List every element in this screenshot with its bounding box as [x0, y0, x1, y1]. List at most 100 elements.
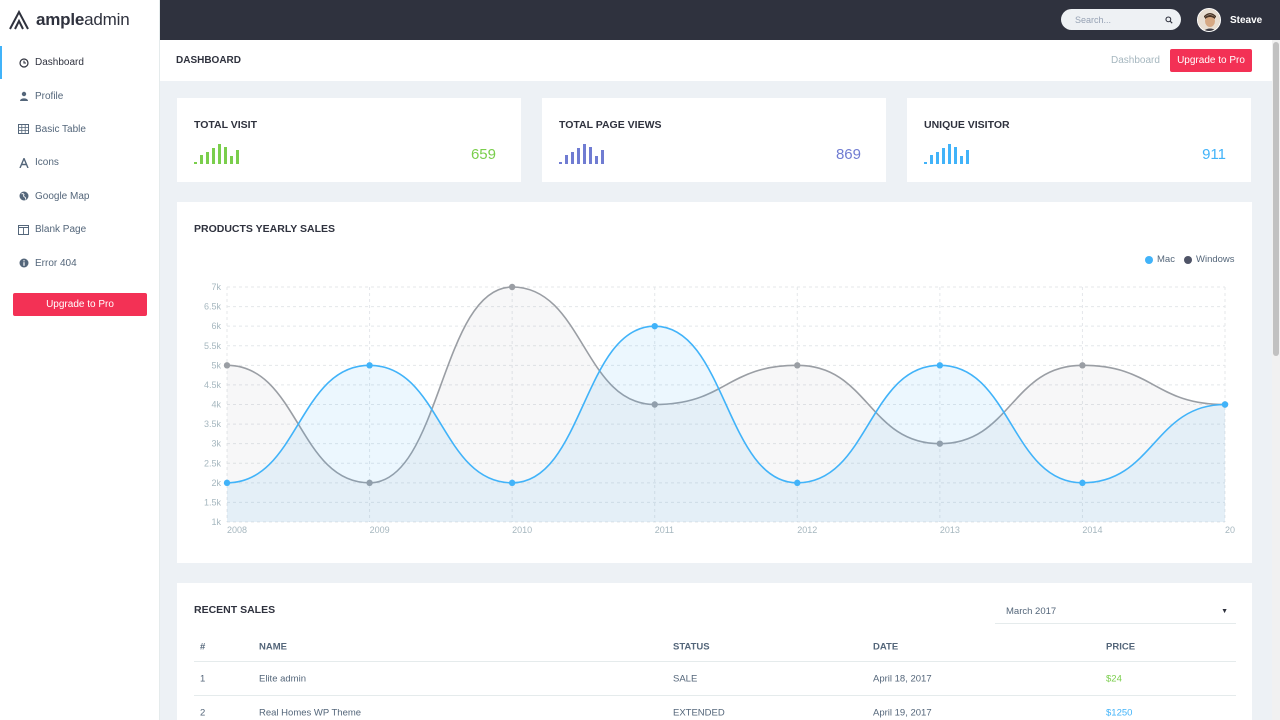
data-point-windows — [794, 362, 801, 369]
month-select[interactable]: March 2017 ▼ — [995, 600, 1236, 624]
data-point-windows — [651, 401, 658, 408]
table-row[interactable]: 1 Elite admin SALE April 18, 2017 $24 — [194, 662, 1236, 696]
topbar: Steave — [160, 0, 1280, 40]
legend-windows[interactable]: Windows — [1184, 254, 1235, 265]
sparkline-bar — [942, 148, 945, 164]
sparkline-bar — [924, 162, 927, 164]
page-scrollbar[interactable] — [1272, 40, 1280, 720]
y-tick-label: 5k — [211, 360, 221, 370]
series-line-mac — [226, 325, 1226, 484]
user-menu[interactable]: Steave — [1197, 8, 1262, 32]
sparkline-bar — [236, 150, 239, 164]
legend-mac-label: Mac — [1157, 254, 1175, 265]
avatar-image — [1198, 9, 1220, 31]
sparkline-bar — [948, 144, 951, 164]
sparkline-bar — [559, 162, 562, 164]
sidebar-item-label: Profile — [35, 90, 64, 102]
sparkline-bar — [212, 148, 215, 164]
sparkline-bar — [954, 147, 957, 164]
logo-text: ampleadmin — [36, 10, 130, 29]
y-tick-label: 2.5k — [204, 458, 222, 468]
row-name: Real Homes WP Theme — [259, 707, 362, 718]
scrollbar-thumb[interactable] — [1273, 42, 1279, 356]
user-name[interactable]: Steave — [1230, 14, 1263, 26]
data-point-mac — [651, 322, 658, 330]
row-price: $1250 — [1106, 707, 1133, 718]
y-tick-label: 3.5k — [204, 419, 222, 429]
sparkline-bar — [571, 152, 574, 164]
recent-sales-title: RECENT SALES — [194, 604, 276, 616]
info-icon — [18, 258, 29, 269]
sparkline-bar — [206, 152, 209, 164]
y-tick-label: 1k — [211, 517, 221, 527]
x-tick-label: 2009 — [370, 525, 390, 535]
breadcrumb[interactable]: Dashboard — [1111, 55, 1160, 66]
sales-area-chart: 1k 1.5k 2k 2.5k 3k 3.5k 4k 4.5k 5k 5.5k 6k 6.5k 7k 20… — [204, 282, 1235, 535]
sidebar-item-basic-table[interactable]: Basic Table — [0, 113, 159, 146]
logo[interactable]: ampleadmin — [0, 0, 159, 40]
table-icon — [18, 124, 29, 135]
sidebar-item-google-map[interactable]: Google Map — [0, 180, 159, 213]
header-name: NAME — [259, 641, 287, 652]
sparkline-bar — [200, 155, 203, 164]
sparkline-bar — [589, 147, 592, 164]
y-tick-label: 4.5k — [204, 380, 222, 390]
month-select-value: March 2017 — [1006, 606, 1057, 617]
stat-value: 869 — [835, 146, 861, 163]
page-title-bar: DASHBOARD Dashboard Upgrade to Pro — [160, 40, 1272, 81]
columns-icon — [18, 224, 29, 235]
x-tick-label: 2014 — [1082, 525, 1102, 535]
sparkline — [194, 144, 239, 164]
data-point-mac — [936, 362, 944, 369]
stat-card-total-page-views: TOTAL PAGE VIEWS 869 — [542, 98, 886, 182]
sparkline-bar — [595, 156, 598, 164]
sidebar-item-icons[interactable]: Icons — [0, 146, 159, 179]
data-point-windows — [508, 283, 516, 291]
sidebar: ampleadmin Dashboard Profile Basic Table… — [0, 0, 160, 720]
y-tick-label: 6k — [211, 321, 221, 331]
row-num: 2 — [200, 707, 206, 718]
sidebar-nav: Dashboard Profile Basic Table Icons Goog… — [0, 46, 159, 280]
search-icon[interactable] — [1165, 15, 1173, 25]
sparkline-bar — [230, 156, 233, 164]
row-num: 1 — [200, 673, 206, 684]
stat-title: UNIQUE VISITOR — [924, 119, 1010, 131]
x-tick-label: 20 — [1225, 525, 1235, 535]
y-tick-label: 7k — [211, 282, 221, 292]
sparkline-bar — [218, 144, 221, 164]
sidebar-upgrade-button[interactable]: Upgrade to Pro — [13, 293, 147, 316]
data-point-mac — [794, 479, 801, 487]
sidebar-item-blank-page[interactable]: Blank Page — [0, 213, 159, 246]
data-point-windows — [223, 362, 231, 369]
sidebar-item-profile[interactable]: Profile — [0, 79, 159, 112]
sparkline-bar — [601, 150, 604, 164]
logo-mark-icon — [9, 9, 29, 30]
page-title: DASHBOARD — [176, 55, 241, 66]
stat-title: TOTAL PAGE VIEWS — [559, 119, 662, 131]
sparkline-bar — [960, 156, 963, 164]
header-upgrade-button[interactable]: Upgrade to Pro — [1170, 49, 1252, 72]
sidebar-item-dashboard[interactable]: Dashboard — [0, 46, 159, 80]
legend-mac[interactable]: Mac — [1145, 254, 1175, 265]
sidebar-item-label: Blank Page — [35, 224, 87, 236]
header-status: STATUS — [673, 641, 710, 652]
legend-mac-swatch — [1145, 255, 1153, 264]
sparkline-bar — [565, 155, 568, 164]
row-date: April 19, 2017 — [873, 707, 932, 718]
sparkline-bar — [930, 155, 933, 164]
data-point-mac — [1221, 401, 1229, 408]
sparkline-bar — [194, 162, 197, 164]
x-tick-label: 2012 — [797, 525, 817, 535]
search-input[interactable] — [1075, 14, 1165, 25]
chevron-down-icon: ▼ — [1221, 608, 1228, 615]
sparkline-bar — [577, 148, 580, 164]
search-box[interactable] — [1061, 9, 1181, 30]
table-row[interactable]: 2 Real Homes WP Theme EXTENDED April 19,… — [194, 696, 1236, 720]
sidebar-item-label: Dashboard — [35, 57, 84, 69]
sparkline-bar — [936, 152, 939, 164]
row-price: $24 — [1106, 673, 1122, 684]
sidebar-item-error-404[interactable]: Error 404 — [0, 246, 159, 279]
chart-card: PRODUCTS YEARLY SALES Mac Windows 1k 1.5k… — [177, 202, 1252, 563]
sparkline-bar — [583, 144, 586, 164]
avatar[interactable] — [1197, 8, 1221, 32]
